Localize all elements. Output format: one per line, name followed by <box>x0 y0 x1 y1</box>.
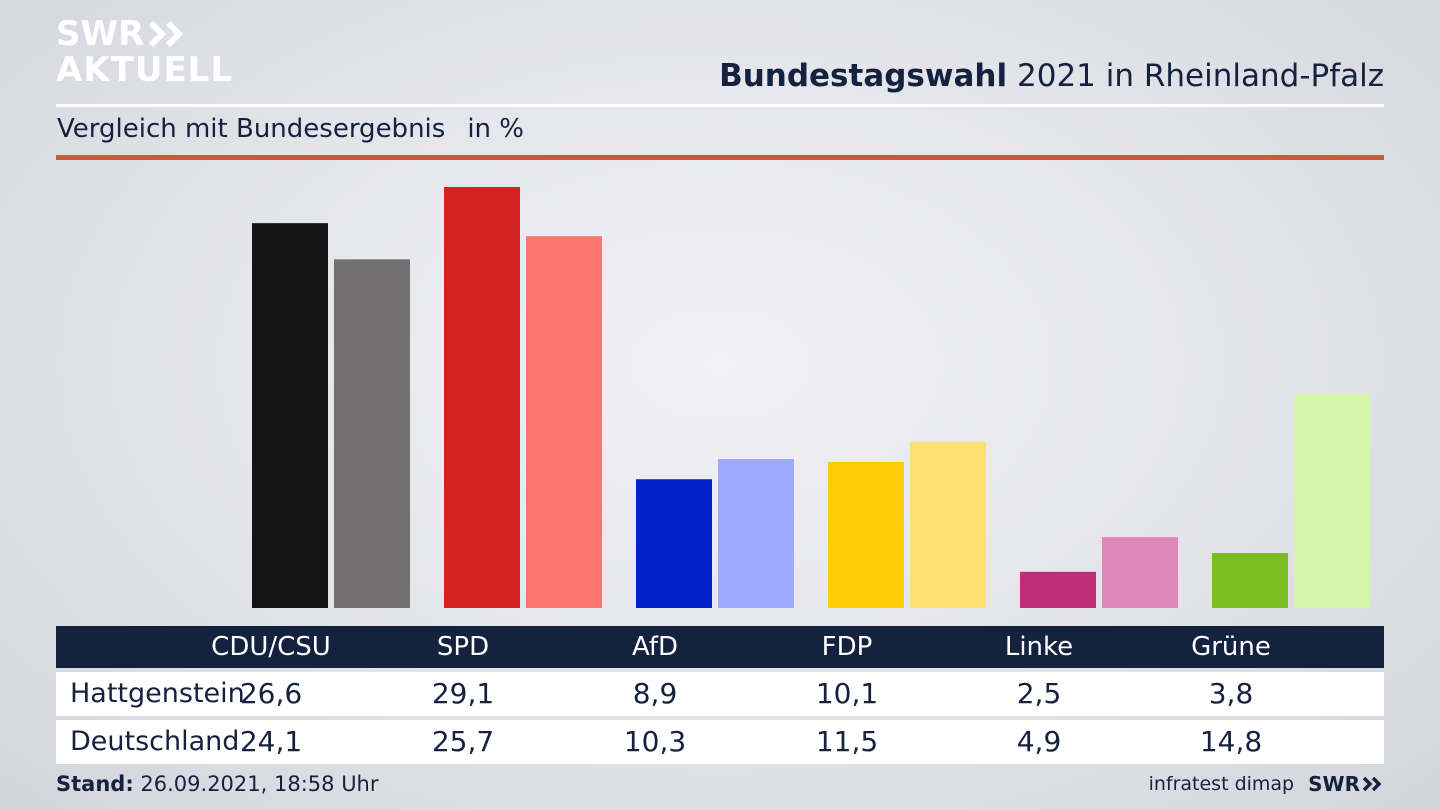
table-cell: 11,5 <box>815 725 879 758</box>
row-label: Deutschland <box>70 726 240 757</box>
swr-aktuell-logo: SWR AKTUELL <box>56 16 233 88</box>
chart-subtitle: Vergleich mit Bundesergebnis in % <box>57 114 524 144</box>
column-header: SPD <box>436 632 490 662</box>
column-header: AfD <box>631 632 679 662</box>
timestamp: Stand: 26.09.2021, 18:58 Uhr <box>56 772 379 796</box>
column-header: FDP <box>821 632 873 662</box>
table-cell: 10,3 <box>623 725 687 758</box>
table-cell: 8,9 <box>632 677 678 710</box>
bar-spd-hattgenstein <box>444 187 520 608</box>
bar-grüne-hattgenstein <box>1212 553 1288 608</box>
bar-fdp-hattgenstein <box>828 461 904 608</box>
header-divider <box>56 104 1384 107</box>
source-credit: infratest dimap SWR <box>1149 772 1384 796</box>
chart-title: Bundestagswahl 2021 in Rheinland-Pfalz <box>719 58 1384 94</box>
source-label: infratest dimap <box>1148 773 1295 795</box>
table-row-deutschland: Deutschland 24,1 25,7 10,3 11,5 4,9 14,8 <box>56 720 1384 764</box>
bar-afd-deutschland <box>718 458 794 608</box>
footer-swr-logo: SWR <box>1308 772 1384 796</box>
table-cell: 29,1 <box>431 677 495 710</box>
stand-value: 26.09.2021, 18:58 Uhr <box>140 772 379 796</box>
logo-text-aktuell: AKTUELL <box>56 50 234 90</box>
unit-label: in % <box>467 114 524 144</box>
logo-text-swr: SWR <box>56 14 145 54</box>
bar-chart <box>252 187 1370 608</box>
column-header: Grüne <box>1191 632 1271 662</box>
bar-cdu-csu-deutschland <box>334 259 410 608</box>
column-header: Linke <box>1004 632 1074 662</box>
bar-grüne-deutschland <box>1294 393 1370 608</box>
subtitle-text: Vergleich mit Bundesergebnis <box>57 114 446 144</box>
title-bold: Bundestagswahl <box>719 58 1008 94</box>
table-cell: 2,5 <box>1016 677 1062 710</box>
subtitle-divider <box>56 155 1384 160</box>
bar-afd-hattgenstein <box>636 479 712 608</box>
bar-cdu-csu-hattgenstein <box>252 223 328 608</box>
row-label: Hattgenstein <box>70 678 245 709</box>
footer-swr-text: SWR <box>1308 772 1360 796</box>
bar-fdp-deutschland <box>910 441 986 608</box>
table-cell: 10,1 <box>815 677 879 710</box>
table-row-hattgenstein: Hattgenstein 26,6 29,1 8,9 10,1 2,5 3,8 <box>56 672 1384 716</box>
bar-linke-deutschland <box>1102 537 1178 608</box>
column-header: CDU/CSU <box>211 632 331 662</box>
table-cell: 14,8 <box>1199 725 1263 758</box>
double-chevron-icon <box>1362 776 1382 792</box>
bar-linke-hattgenstein <box>1020 571 1096 608</box>
table-cell: 24,1 <box>239 725 303 758</box>
bar-spd-deutschland <box>526 236 602 608</box>
table-cell: 4,9 <box>1016 725 1062 758</box>
table-cell: 3,8 <box>1208 677 1254 710</box>
table-cell: 26,6 <box>239 677 303 710</box>
results-table: CDU/CSU SPD AfD FDP Linke Grüne Hattgenstein … <box>56 626 1384 764</box>
stand-label: Stand: <box>56 772 134 796</box>
table-cell: 25,7 <box>431 725 495 758</box>
table-header-row: CDU/CSU SPD AfD FDP Linke Grüne <box>56 626 1384 668</box>
title-rest: 2021 in Rheinland-Pfalz <box>1017 58 1384 94</box>
double-chevron-icon <box>149 20 184 48</box>
